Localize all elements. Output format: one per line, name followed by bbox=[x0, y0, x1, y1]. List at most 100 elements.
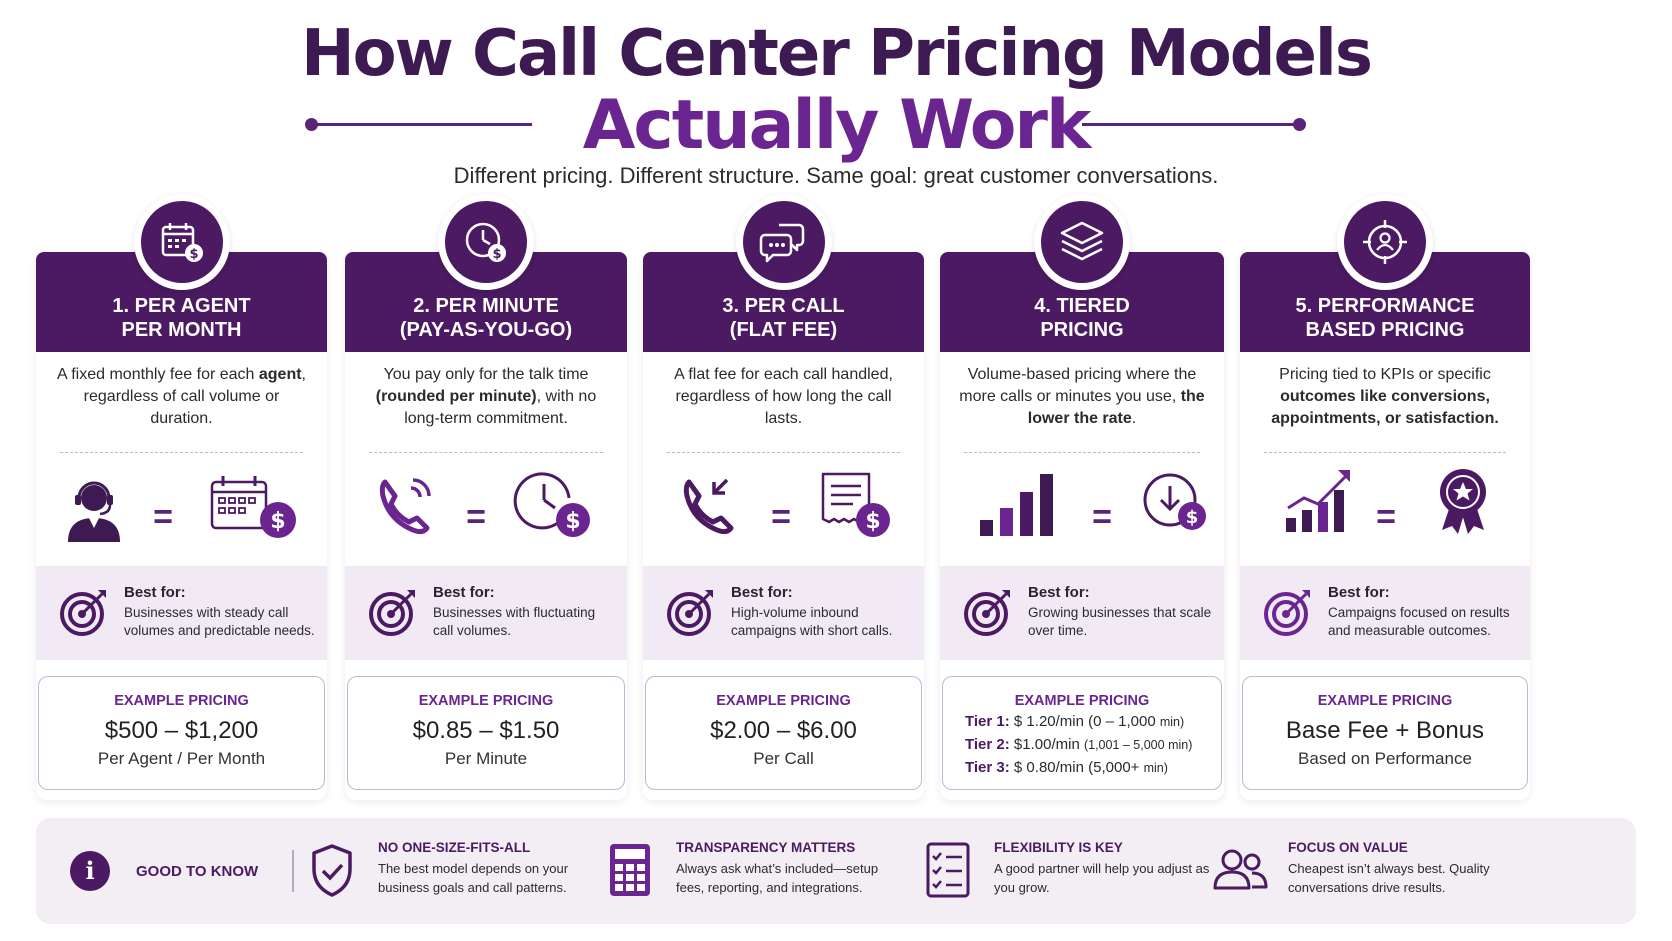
pricing-card-per-minute: 2. PER MINUTE (PAY-AS-YOU-GO) $ You pay … bbox=[345, 194, 627, 800]
decorative-line bbox=[312, 123, 532, 126]
target-icon bbox=[60, 590, 106, 636]
target-person-icon bbox=[1363, 220, 1407, 264]
card-badge bbox=[1337, 194, 1433, 290]
award-ribbon-icon bbox=[1440, 469, 1486, 534]
card-visual: = $ bbox=[345, 470, 627, 580]
example-price: $0.85 – $1.50 bbox=[412, 717, 560, 744]
footer-item-title: FLEXIBILITY IS KEY bbox=[994, 840, 1123, 855]
example-unit: Per Agent / Per Month bbox=[97, 749, 266, 768]
example-unit: Based on Performance bbox=[1298, 749, 1472, 768]
example-price: $500 – $1,200 bbox=[104, 717, 259, 744]
footer-item-text: The best model depends on your business … bbox=[378, 861, 569, 895]
card-badge bbox=[1034, 194, 1130, 290]
page-subtitle: Different pricing. Different structure. … bbox=[453, 163, 1219, 188]
example-pricing-box: EXAMPLE PRICING Base Fee + Bonus Based o… bbox=[1242, 676, 1528, 790]
svg-text:$: $ bbox=[270, 509, 285, 534]
example-price: Base Fee + Bonus bbox=[1285, 717, 1485, 744]
pricing-card-performance: 5. PERFORMANCE BASED PRICING Pricing tie… bbox=[1240, 194, 1530, 800]
good-to-know-footer: i GOOD TO KNOW NO ONE-SIZE-FITS-ALL The … bbox=[36, 818, 1636, 924]
card-description: A fixed monthly fee for each agent, rega… bbox=[56, 366, 306, 427]
footer-item-text: Always ask what’s included—setup fees, r… bbox=[676, 861, 879, 895]
card-visual: = $ bbox=[643, 470, 924, 580]
footer-item-title: TRANSPARENCY MATTERS bbox=[676, 840, 856, 855]
layers-icon bbox=[1060, 221, 1104, 261]
card-description: Pricing tied to KPIs or specific outcome… bbox=[1271, 366, 1499, 427]
svg-text:$: $ bbox=[1186, 507, 1199, 528]
card-badge: $ bbox=[438, 194, 534, 290]
example-price: $2.00 – $6.00 bbox=[710, 717, 857, 744]
card-title: 3. PER CALL (FLAT FEE) bbox=[722, 295, 845, 341]
clock-dollar-icon: $ bbox=[465, 222, 506, 262]
tier-row: Tier 3: $ 0.80/min (5,000+ min) bbox=[965, 759, 1168, 776]
best-for-label: Best for: bbox=[1328, 584, 1390, 601]
best-for-text: Growing businesses that scale over time. bbox=[1028, 605, 1212, 638]
equals-sign: = bbox=[1092, 498, 1112, 536]
phone-incoming-icon bbox=[683, 478, 734, 534]
best-for-panel: Best for: Growing businesses that scale … bbox=[940, 566, 1224, 660]
clock-download-dollar-icon: $ bbox=[1143, 473, 1206, 530]
checklist-icon bbox=[926, 842, 970, 898]
footer-item-text: A good partner will help you adjust as y… bbox=[994, 861, 1210, 895]
people-icon bbox=[1213, 849, 1268, 890]
target-icon bbox=[369, 590, 415, 636]
footer-item-title: FOCUS ON VALUE bbox=[1288, 840, 1408, 855]
decorative-dot bbox=[1293, 118, 1306, 131]
card-visual: = $ bbox=[940, 470, 1224, 580]
divider bbox=[964, 452, 1200, 453]
agent-headset-icon bbox=[68, 481, 120, 542]
example-pricing-label: EXAMPLE PRICING bbox=[114, 693, 249, 709]
growth-chart-icon bbox=[1286, 470, 1350, 532]
divider bbox=[369, 452, 603, 453]
card-badge bbox=[735, 194, 832, 290]
best-for-label: Best for: bbox=[124, 584, 186, 601]
calendar-dollar-icon: $ bbox=[210, 476, 296, 538]
card-title: 2. PER MINUTE (PAY-AS-YOU-GO) bbox=[399, 295, 573, 341]
target-icon bbox=[964, 590, 1010, 636]
phone-ringing-icon bbox=[379, 478, 431, 535]
example-pricing-label: EXAMPLE PRICING bbox=[1014, 693, 1150, 709]
svg-text:$: $ bbox=[189, 247, 198, 262]
card-description: You pay only for the talk time (rounded … bbox=[375, 366, 597, 427]
card-visual: = bbox=[1240, 469, 1530, 580]
best-for-label: Best for: bbox=[731, 584, 793, 601]
divider bbox=[667, 452, 900, 453]
card-description: A flat fee for each call handled, regard… bbox=[674, 366, 893, 427]
card-description: Volume-based pricing where the more call… bbox=[959, 366, 1205, 427]
equals-sign: = bbox=[466, 498, 486, 536]
example-unit: Per Minute bbox=[444, 749, 528, 768]
page-title-line-2: Actually Work bbox=[582, 86, 1091, 165]
equals-sign: = bbox=[153, 498, 173, 536]
card-visual: = $ bbox=[36, 470, 327, 580]
example-pricing-box: EXAMPLE PRICING $2.00 – $6.00 Per Call bbox=[645, 676, 922, 790]
best-for-panel: Best for: Campaigns focused on results a… bbox=[1240, 566, 1530, 660]
best-for-panel: Best for: High-volume inbound campaigns … bbox=[643, 566, 924, 660]
footer-item-text: Cheapest isn’t always best. Quality conv… bbox=[1288, 861, 1490, 895]
card-title: 4. TIERED PRICING bbox=[1034, 295, 1130, 341]
example-unit: Per Call bbox=[753, 749, 814, 768]
divider bbox=[60, 452, 303, 453]
example-pricing-box: EXAMPLE PRICING $0.85 – $1.50 Per Minute bbox=[347, 676, 625, 790]
equals-sign: = bbox=[1376, 498, 1396, 536]
info-icon: i bbox=[70, 851, 110, 891]
svg-text:$: $ bbox=[492, 247, 501, 262]
card-badge: $ bbox=[133, 194, 230, 290]
decorative-line bbox=[1082, 123, 1300, 126]
example-pricing-box: EXAMPLE PRICING Tier 1: $ 1.20/min (0 – … bbox=[942, 676, 1222, 790]
best-for-text: Businesses with steady call volumes and … bbox=[124, 605, 315, 638]
footer-item-title: NO ONE-SIZE-FITS-ALL bbox=[378, 840, 531, 855]
example-pricing-label: EXAMPLE PRICING bbox=[418, 693, 554, 709]
example-pricing-label: EXAMPLE PRICING bbox=[716, 693, 851, 709]
card-title: 5. PERFORMANCE BASED PRICING bbox=[1295, 295, 1475, 341]
good-to-know-label: GOOD TO KNOW bbox=[136, 863, 259, 880]
tier-row: Tier 1: $ 1.20/min (0 – 1,000 min) bbox=[965, 713, 1185, 730]
clock-dollar-icon: $ bbox=[513, 472, 590, 537]
pricing-card-per-agent: 1. PER AGENT PER MONTH $ A fixed monthly… bbox=[36, 194, 327, 800]
example-pricing-box: EXAMPLE PRICING $500 – $1,200 Per Agent … bbox=[38, 676, 325, 790]
target-icon bbox=[1264, 590, 1310, 636]
target-icon bbox=[667, 590, 713, 636]
divider bbox=[292, 850, 294, 892]
tier-row: Tier 2: $1.00/min (1,001 – 5,000 min) bbox=[965, 736, 1193, 753]
title-row: Actually Work bbox=[0, 86, 1672, 166]
best-for-label: Best for: bbox=[433, 584, 495, 601]
shield-check-icon bbox=[312, 844, 352, 897]
